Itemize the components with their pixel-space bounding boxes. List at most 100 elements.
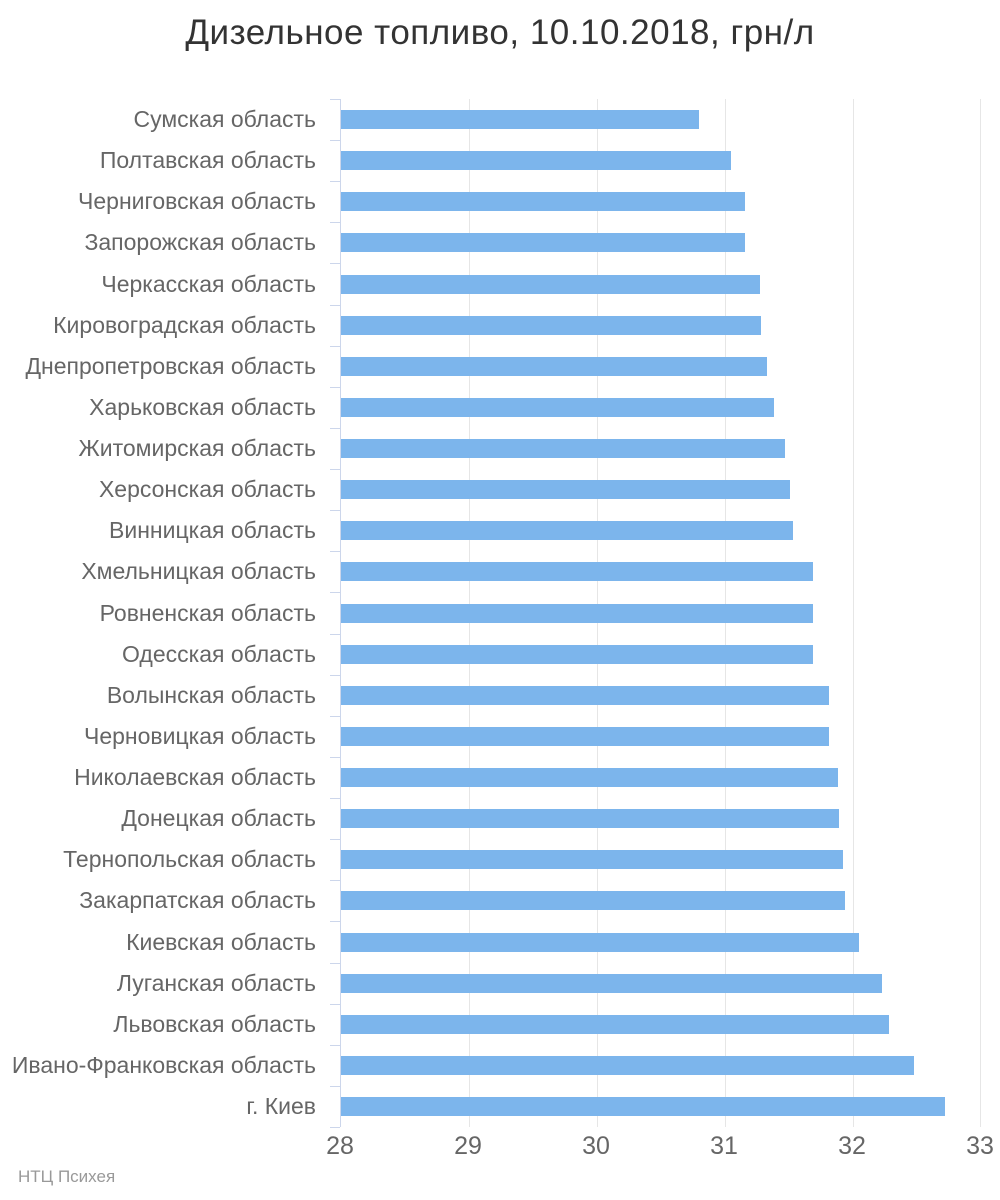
category-axis-tick	[330, 1044, 340, 1046]
chart-row	[341, 305, 981, 346]
chart-bar[interactable]	[341, 315, 761, 335]
category-axis-tick	[330, 140, 340, 142]
category-axis-tick	[330, 592, 340, 594]
category-label: Хмельницкая область	[81, 558, 316, 585]
chart-row	[341, 140, 981, 181]
chart-bar[interactable]	[341, 726, 829, 746]
category-axis-tick	[330, 1127, 340, 1128]
category-axis-tick	[330, 1085, 340, 1087]
chart-bar[interactable]	[341, 521, 793, 541]
chart-row	[341, 839, 981, 880]
category-axis-tick	[330, 222, 340, 224]
category-axis-tick	[330, 1003, 340, 1005]
category-label: Закарпатская область	[79, 887, 316, 914]
chart-row	[341, 551, 981, 592]
value-axis-labels: 28 29 30 31 32 33	[326, 1132, 994, 1168]
category-label: Луганская область	[116, 969, 316, 996]
category-axis-tick	[330, 304, 340, 306]
category-axis-tick	[330, 469, 340, 471]
category-label: Киевская область	[126, 928, 316, 955]
chart-bar[interactable]	[341, 768, 838, 788]
chart-bar[interactable]	[341, 685, 829, 705]
chart-bar[interactable]	[341, 1097, 946, 1117]
chart-row	[341, 346, 981, 387]
category-label: Херсонская область	[98, 476, 316, 503]
category-label: Волынская область	[106, 681, 316, 708]
chart-bar[interactable]	[341, 274, 760, 294]
x-axis-label: 30	[582, 1132, 610, 1160]
category-axis-tick	[330, 962, 340, 964]
category-label: Харьковская область	[89, 393, 316, 420]
chart-row	[341, 716, 981, 757]
chart-bar[interactable]	[341, 233, 746, 253]
chart-row	[341, 99, 981, 140]
category-axis-tick	[330, 427, 340, 429]
chart-row	[341, 880, 981, 921]
chart-bar[interactable]	[341, 1014, 889, 1034]
category-axis-tick	[330, 921, 340, 923]
chart-bar[interactable]	[341, 439, 786, 459]
category-label: Ровненская область	[99, 599, 316, 626]
category-axis-tick	[330, 633, 340, 635]
category-axis-labels: Сумская область Полтавская область Черниго…	[0, 99, 316, 1127]
category-label: Львовская область	[113, 1010, 316, 1037]
category-label: Житомирская область	[78, 435, 316, 462]
chart-bar[interactable]	[341, 151, 732, 171]
chart-row	[341, 387, 981, 428]
chart-bar[interactable]	[341, 1055, 915, 1075]
category-label: Николаевская область	[74, 764, 316, 791]
category-label: Винницкая область	[109, 517, 316, 544]
chart-bar[interactable]	[341, 192, 746, 212]
chart-bar[interactable]	[341, 603, 814, 623]
chart-row	[341, 1086, 981, 1127]
chart-row	[341, 1045, 981, 1086]
chart-bar[interactable]	[341, 110, 700, 130]
category-label: Черниговская область	[78, 188, 316, 215]
chart-row	[341, 510, 981, 551]
chart-row	[341, 922, 981, 963]
chart-row	[341, 181, 981, 222]
credits-label: НТЦ Психея	[18, 1167, 116, 1186]
chart-row	[341, 1004, 981, 1045]
category-axis-tick	[330, 715, 340, 717]
category-axis-tick	[330, 181, 340, 183]
chart-bar[interactable]	[341, 562, 814, 582]
chart-bar[interactable]	[341, 891, 846, 911]
category-label: Запорожская область	[84, 229, 316, 256]
gridline	[980, 99, 981, 1127]
chart-row	[341, 963, 981, 1004]
category-label: Черновицкая область	[83, 722, 316, 749]
chart-row	[341, 469, 981, 510]
category-label: Одесская область	[122, 640, 316, 667]
category-axis-tick	[330, 510, 340, 512]
chart-bar[interactable]	[341, 973, 883, 993]
chart-title: Дизельное топливо, 10.10.2018, грн/л	[185, 13, 815, 52]
category-axis-tick	[330, 798, 340, 800]
category-label: г. Киев	[246, 1093, 316, 1120]
x-axis-label: 28	[326, 1132, 354, 1160]
category-label: Кировоградская область	[53, 311, 316, 338]
chart-bar[interactable]	[341, 850, 843, 870]
x-axis-label: 32	[838, 1132, 866, 1160]
chart-bar[interactable]	[341, 397, 774, 417]
plot-area	[330, 99, 981, 1128]
category-label: Черкасская область	[101, 270, 316, 297]
x-axis-label: 31	[710, 1132, 738, 1160]
chart-bar[interactable]	[341, 480, 791, 500]
category-axis-tick	[330, 756, 340, 758]
category-label: Тернопольская область	[63, 846, 316, 873]
category-axis-tick	[330, 880, 340, 882]
chart-bar[interactable]	[341, 809, 839, 829]
category-label: Днепропетровская область	[25, 352, 316, 379]
category-label: Ивано-Франковская область	[11, 1051, 316, 1078]
chart-row	[341, 428, 981, 469]
category-axis-tick	[330, 551, 340, 553]
chart-bar[interactable]	[341, 644, 814, 664]
category-axis-tick	[330, 99, 340, 100]
category-label: Сумская область	[133, 106, 316, 133]
chart-row	[341, 593, 981, 634]
chart-bar[interactable]	[341, 356, 768, 376]
chart-bar[interactable]	[341, 932, 860, 952]
chart-row	[341, 675, 981, 716]
chart-row	[341, 798, 981, 839]
